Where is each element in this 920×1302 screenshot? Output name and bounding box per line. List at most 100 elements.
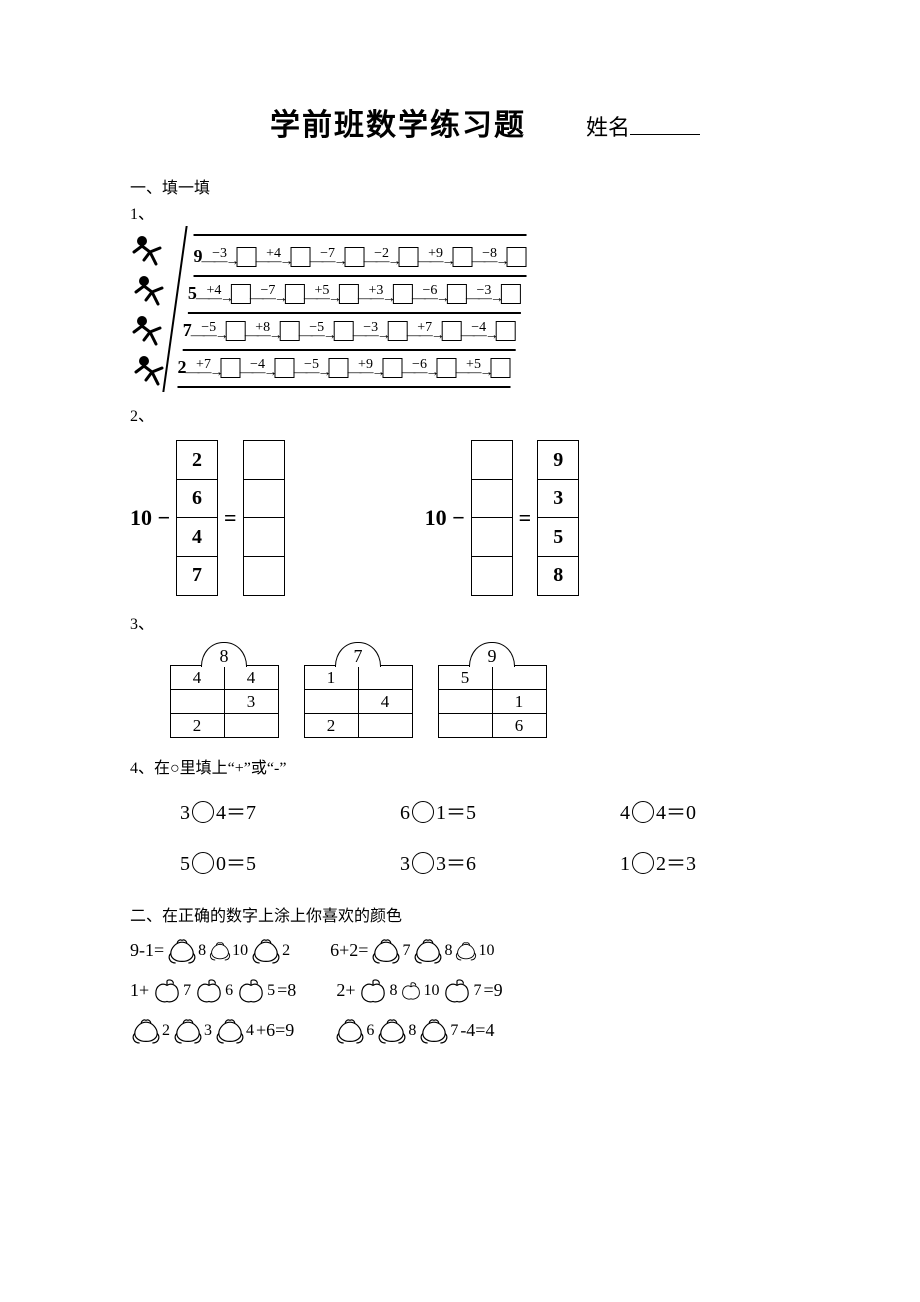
equation-prefix: 1+: [130, 980, 149, 1001]
coloring-equation: 2+8107=9: [336, 974, 502, 1008]
answer-cell[interactable]: [471, 517, 513, 557]
answer-cell[interactable]: [243, 440, 285, 480]
answer-cell[interactable]: [471, 556, 513, 596]
operator-blank-circle[interactable]: [412, 852, 434, 874]
answer-box[interactable]: [280, 321, 300, 341]
answer-box[interactable]: [447, 284, 467, 304]
chain-operation: −4――→: [242, 359, 272, 377]
operator-blank-circle[interactable]: [192, 852, 214, 874]
answer-box[interactable]: [399, 247, 419, 267]
lotus-option[interactable]: 4: [214, 1014, 254, 1048]
equation-suffix: =8: [277, 980, 296, 1001]
equation-suffix: =9: [483, 980, 502, 1001]
q1-label: 1、: [130, 200, 840, 224]
equation-prefix: 6+2=: [330, 940, 368, 961]
answer-box[interactable]: [285, 284, 305, 304]
lotus-option[interactable]: 3: [172, 1014, 212, 1048]
answer-box[interactable]: [328, 358, 348, 378]
answer-cell[interactable]: [471, 440, 513, 480]
lotus-option[interactable]: 10: [208, 934, 248, 968]
operator-blank-circle[interactable]: [632, 852, 654, 874]
apple-option[interactable]: 5: [235, 974, 275, 1008]
chain-operation: −6――→: [404, 359, 434, 377]
lotus-option[interactable]: 7: [418, 1014, 458, 1048]
answer-cell[interactable]: [243, 517, 285, 557]
lotus-option[interactable]: 10: [454, 934, 494, 968]
equation-suffix: +6=9: [256, 1020, 294, 1041]
answer-box[interactable]: [339, 284, 359, 304]
answer-cell[interactable]: [170, 689, 225, 714]
apple-option[interactable]: 10: [399, 974, 439, 1008]
chain-operation: −5――→: [194, 322, 224, 340]
operator-blank-circle[interactable]: [412, 801, 434, 823]
answer-box[interactable]: [501, 284, 521, 304]
answer-box[interactable]: [507, 247, 527, 267]
answer-box[interactable]: [226, 321, 246, 341]
answer-box[interactable]: [231, 284, 251, 304]
running-track: 9−3――→+4――→−7――→−2――→+9――→−8――→5+4――→−7―…: [162, 226, 540, 392]
operator-blank-circle[interactable]: [192, 801, 214, 823]
answer-cell[interactable]: [243, 479, 285, 519]
number-bond: 84432: [170, 642, 278, 738]
chain-operation: −3――→: [469, 285, 499, 303]
lotus-option[interactable]: 2: [130, 1014, 170, 1048]
answer-box[interactable]: [291, 247, 311, 267]
q2-label: 2、: [130, 402, 840, 426]
answer-box[interactable]: [393, 284, 413, 304]
lotus-option[interactable]: 8: [376, 1014, 416, 1048]
section2-heading: 二、在正确的数字上涂上你喜欢的颜色: [130, 902, 840, 926]
operator-blank-circle[interactable]: [632, 801, 654, 823]
answer-box[interactable]: [237, 247, 257, 267]
answer-cell[interactable]: [438, 689, 493, 714]
chain-operation: +7――→: [410, 322, 440, 340]
apple-option[interactable]: 7: [151, 974, 191, 1008]
answer-box[interactable]: [496, 321, 516, 341]
answer-box[interactable]: [436, 358, 456, 378]
coloring-equation: 234+6=9: [130, 1014, 294, 1048]
apple-option[interactable]: 6: [193, 974, 233, 1008]
apple-option[interactable]: 8: [357, 974, 397, 1008]
lotus-option[interactable]: 8: [166, 934, 206, 968]
chain-operation: +8――→: [248, 322, 278, 340]
answer-cell[interactable]: [358, 713, 413, 738]
lotus-option[interactable]: 7: [370, 934, 410, 968]
value-cell: 5: [438, 665, 493, 690]
name-blank-line[interactable]: [630, 134, 700, 135]
answer-box[interactable]: [220, 358, 240, 378]
value-cell: 2: [176, 440, 218, 480]
answer-cell[interactable]: [243, 556, 285, 596]
chain-operation: −2――→: [367, 248, 397, 266]
answer-box[interactable]: [345, 247, 365, 267]
subtraction-group: 10 −2647=: [130, 440, 285, 596]
q2-subtraction-tables: 10 −2647=10 −=9358: [130, 440, 840, 596]
chain-operation: −5――→: [296, 359, 326, 377]
coloring-equation: 1+765=8: [130, 974, 296, 1008]
answer-cell[interactable]: [471, 479, 513, 519]
value-cell: 3: [537, 479, 579, 519]
chain-operation: +3――→: [361, 285, 391, 303]
answer-box[interactable]: [453, 247, 473, 267]
answer-cell[interactable]: [304, 689, 359, 714]
answer-box[interactable]: [382, 358, 402, 378]
value-cell: 4: [170, 665, 225, 690]
q4-fill-operator: 34＝761＝544＝050＝533＝612＝3: [180, 796, 840, 876]
operator-fill-equation: 50＝5: [180, 847, 400, 876]
answer-cell[interactable]: [492, 665, 547, 690]
apple-option[interactable]: 7: [441, 974, 481, 1008]
answer-cell[interactable]: [224, 713, 279, 738]
lotus-option[interactable]: 2: [250, 934, 290, 968]
operator-fill-equation: 61＝5: [400, 796, 620, 825]
answer-box[interactable]: [274, 358, 294, 378]
chain-operation: −4――→: [464, 322, 494, 340]
chain-operation: +9――→: [421, 248, 451, 266]
answer-box[interactable]: [388, 321, 408, 341]
equation-prefix: 2+: [336, 980, 355, 1001]
lotus-option[interactable]: 8: [412, 934, 452, 968]
answer-box[interactable]: [490, 358, 510, 378]
answer-box[interactable]: [442, 321, 462, 341]
q3-label: 3、: [130, 610, 840, 634]
answer-box[interactable]: [334, 321, 354, 341]
lotus-option[interactable]: 6: [334, 1014, 374, 1048]
answer-cell[interactable]: [358, 665, 413, 690]
answer-cell[interactable]: [438, 713, 493, 738]
